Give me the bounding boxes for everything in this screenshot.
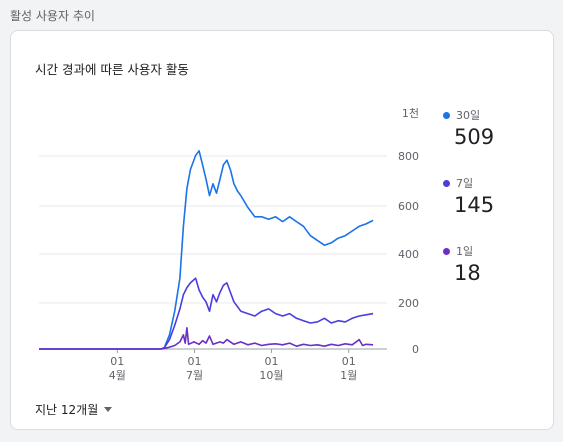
date-range-label: 지난 12개월	[35, 403, 99, 417]
legend-item: 7일 145	[443, 175, 494, 217]
x-tick-month: 10월	[259, 369, 283, 382]
series-line-30일	[39, 150, 374, 350]
y-tick-label: 600	[398, 200, 419, 213]
legend-value: 145	[454, 193, 495, 217]
caret-down-icon	[104, 407, 113, 412]
section-title: 활성 사용자 추이	[10, 9, 95, 23]
legend-dot-icon	[443, 179, 450, 187]
x-tick-month: 1월	[340, 369, 357, 382]
x-tick-month: 7월	[186, 369, 203, 382]
series-line-7일	[39, 277, 374, 350]
y-tick-label: 400	[398, 248, 419, 261]
legend-label: 7일	[456, 177, 474, 190]
legend-item: 30일 509	[443, 107, 494, 149]
legend-label: 1일	[456, 245, 474, 258]
x-tick-day: 01	[264, 355, 278, 368]
active-users-card: 시간 경과에 따른 사용자 활동 1천 800 600 400 200 0 01 4월 01 7월…	[10, 30, 554, 430]
card-title: 시간 경과에 따른 사용자 활동	[35, 62, 189, 77]
x-tick-month: 4월	[109, 369, 126, 382]
legend-value: 509	[454, 125, 495, 149]
legend-dot-icon	[443, 247, 450, 255]
x-tick-day: 01	[342, 355, 356, 368]
series-line-1일	[39, 326, 374, 350]
y-tick-label: 0	[412, 343, 419, 356]
y-tick-label: 1천	[402, 106, 419, 120]
y-tick-label: 800	[398, 150, 419, 163]
legend-value: 18	[454, 261, 481, 285]
date-range-dropdown[interactable]: 지난 12개월	[35, 401, 113, 418]
x-tick-day: 01	[110, 355, 124, 368]
legend-item: 1일 18	[443, 243, 481, 285]
legend-dot-icon	[443, 111, 450, 119]
x-tick-day: 01	[188, 355, 202, 368]
legend-label: 30일	[456, 109, 481, 122]
y-tick-label: 200	[398, 297, 419, 310]
